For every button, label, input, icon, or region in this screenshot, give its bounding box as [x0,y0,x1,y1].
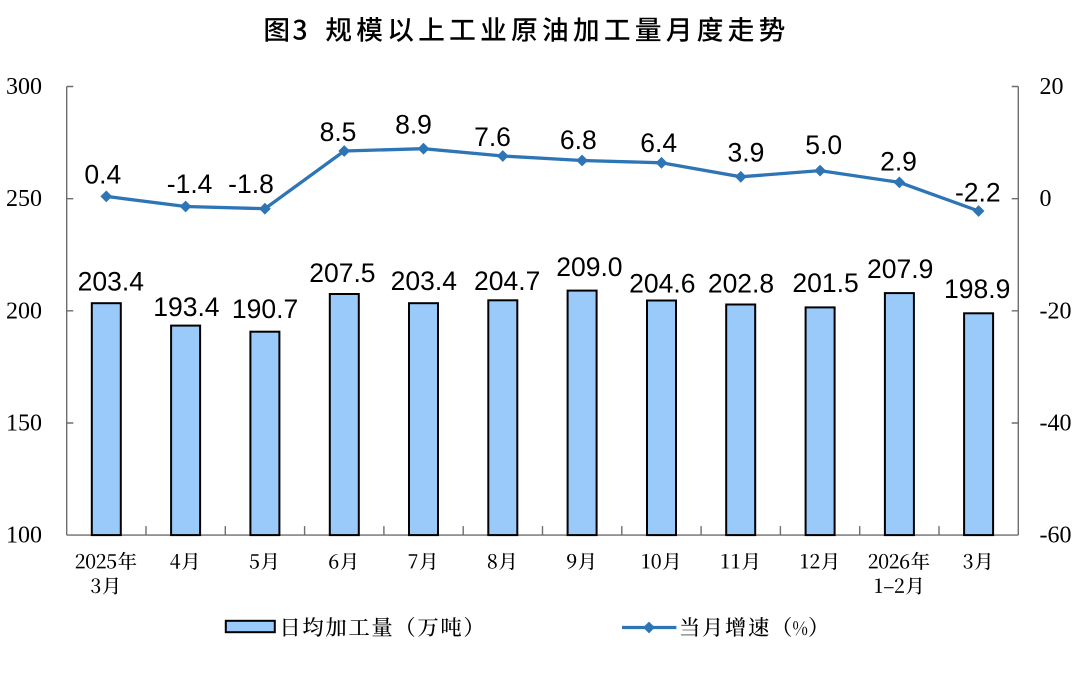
svg-text:-40: -40 [1040,411,1072,437]
svg-text:204.6: 204.6 [629,268,695,298]
svg-text:6.4: 6.4 [640,128,677,158]
svg-text:8.5: 8.5 [320,117,357,147]
svg-text:-1.4: -1.4 [167,169,213,199]
svg-text:202.8: 202.8 [708,268,774,298]
svg-text:-60: -60 [1040,523,1072,549]
svg-text:0: 0 [1040,186,1052,212]
svg-text:209.0: 209.0 [556,252,622,282]
svg-text:150: 150 [6,411,42,437]
svg-text:0.4: 0.4 [84,160,121,190]
svg-text:207.9: 207.9 [867,254,933,284]
svg-text:198.9: 198.9 [944,274,1010,304]
svg-text:-2.2: -2.2 [955,178,1001,208]
svg-text:250: 250 [6,186,42,212]
svg-text:190.7: 190.7 [232,294,298,324]
svg-text:3.9: 3.9 [727,138,764,168]
svg-text:-1.8: -1.8 [228,169,274,199]
svg-text:207.5: 207.5 [309,258,375,288]
svg-text:203.4: 203.4 [78,267,144,297]
svg-text:203.4: 203.4 [391,266,457,296]
svg-text:8.9: 8.9 [395,109,432,139]
svg-text:5.0: 5.0 [805,130,842,160]
svg-text:20: 20 [1040,74,1064,100]
svg-text:300: 300 [6,74,42,100]
svg-text:7.6: 7.6 [474,122,511,152]
svg-text:200: 200 [6,298,42,324]
svg-text:-20: -20 [1040,298,1072,324]
svg-text:193.4: 193.4 [153,292,219,322]
svg-text:6.8: 6.8 [560,125,597,155]
svg-text:2.9: 2.9 [880,146,917,176]
svg-text:100: 100 [6,523,42,549]
svg-text:201.5: 201.5 [792,268,858,298]
svg-text:204.7: 204.7 [474,266,540,296]
